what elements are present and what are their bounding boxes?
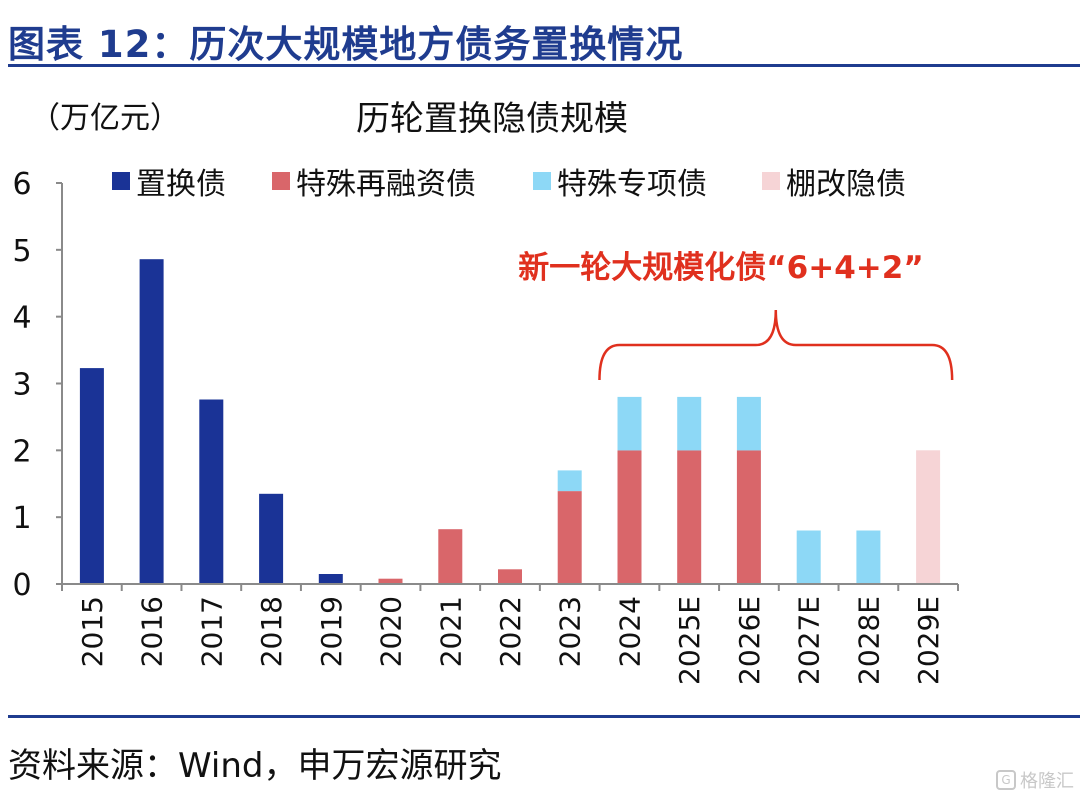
bar-2027E-series-2 xyxy=(796,530,821,584)
bar-2026E-series-2 xyxy=(736,396,761,451)
bar-2019-series-0 xyxy=(318,574,343,584)
bars xyxy=(79,259,941,584)
x-tick-label: 2018 xyxy=(255,596,288,667)
bar-2021-series-1 xyxy=(438,529,463,584)
y-tick-label: 0 xyxy=(12,568,31,603)
source-rule xyxy=(8,715,1080,718)
watermark-text: 格隆汇 xyxy=(1020,771,1074,792)
legend-swatch-0 xyxy=(112,172,130,190)
legend: 置换债 特殊再融资债 特殊专项债 棚改隐债 xyxy=(112,167,906,202)
annotation-label: 新一轮大规模化债“6+4+2” xyxy=(518,250,923,286)
bar-2024-series-2 xyxy=(617,396,642,451)
bar-2025E-series-2 xyxy=(677,396,702,451)
bar-2023-series-2 xyxy=(557,470,582,492)
legend-label-0: 置换债 xyxy=(136,167,226,202)
bar-2015-series-0 xyxy=(79,368,104,584)
bar-2018-series-0 xyxy=(259,493,284,584)
figure-title: 图表 12：历次大规模地方债务置换情况 xyxy=(8,23,684,66)
x-tick-label: 2022 xyxy=(494,596,527,667)
x-tick-label: 2027E xyxy=(793,596,826,685)
x-tick-label: 2024 xyxy=(613,596,646,667)
legend-swatch-2 xyxy=(533,172,551,190)
chart-title: 历轮置换隐债规模 xyxy=(356,99,628,139)
bar-2025E-series-1 xyxy=(677,450,702,584)
watermark: G 格隆汇 xyxy=(996,767,1074,793)
chart: （万亿元） 历轮置换隐债规模 置换债 特殊再融资债 特殊专项债 棚改隐债 新一轮大规模… xyxy=(12,99,959,685)
bar-2017-series-0 xyxy=(199,399,224,584)
bar-2024-series-1 xyxy=(617,450,642,584)
bar-2029E-series-3 xyxy=(916,450,941,584)
annotation-bracket xyxy=(598,309,954,381)
axes: 0 1 2 3 4 5 6 2015 2016 2017 2018 2019 2020 2021 2022 2… xyxy=(12,167,959,685)
title-rule xyxy=(8,64,1080,67)
x-tick-label: 2029E xyxy=(912,596,945,685)
legend-label-1: 特殊再融资债 xyxy=(296,167,476,202)
x-tick-label: 2020 xyxy=(375,596,408,667)
y-tick-label: 5 xyxy=(12,234,31,269)
bar-2026E-series-1 xyxy=(736,450,761,584)
bar-2016-series-0 xyxy=(139,259,164,584)
bar-2022-series-1 xyxy=(498,569,522,584)
x-tick-label: 2026E xyxy=(733,596,766,685)
legend-swatch-1 xyxy=(272,172,290,190)
x-tick-label: 2021 xyxy=(434,596,467,667)
source-note: 资料来源：Wind，申万宏源研究 xyxy=(8,746,502,786)
x-tick-label: 2019 xyxy=(315,596,348,667)
y-tick-label: 3 xyxy=(12,368,31,403)
y-tick-label: 6 xyxy=(12,167,31,202)
bar-2028E-series-2 xyxy=(856,530,881,584)
legend-swatch-3 xyxy=(762,172,780,190)
legend-label-2: 特殊专项债 xyxy=(557,167,707,202)
x-tick-label: 2017 xyxy=(195,596,228,667)
y-tick-label: 4 xyxy=(12,301,31,336)
x-tick-label: 2015 xyxy=(76,596,109,667)
x-tick-label: 2028E xyxy=(852,596,885,685)
legend-label-3: 棚改隐债 xyxy=(786,167,906,202)
x-tick-label: 2023 xyxy=(554,596,587,667)
y-tick-label: 2 xyxy=(12,434,31,469)
x-tick-label: 2016 xyxy=(136,596,169,667)
y-tick-label: 1 xyxy=(12,501,31,536)
watermark-logo-icon: G xyxy=(996,770,1016,790)
y-axis-unit-label: （万亿元） xyxy=(30,101,180,136)
annotation: 新一轮大规模化债“6+4+2” xyxy=(518,250,954,381)
bar-2023-series-1 xyxy=(557,491,582,584)
bar-2020-series-1 xyxy=(378,578,403,584)
x-tick-label: 2025E xyxy=(673,596,706,685)
